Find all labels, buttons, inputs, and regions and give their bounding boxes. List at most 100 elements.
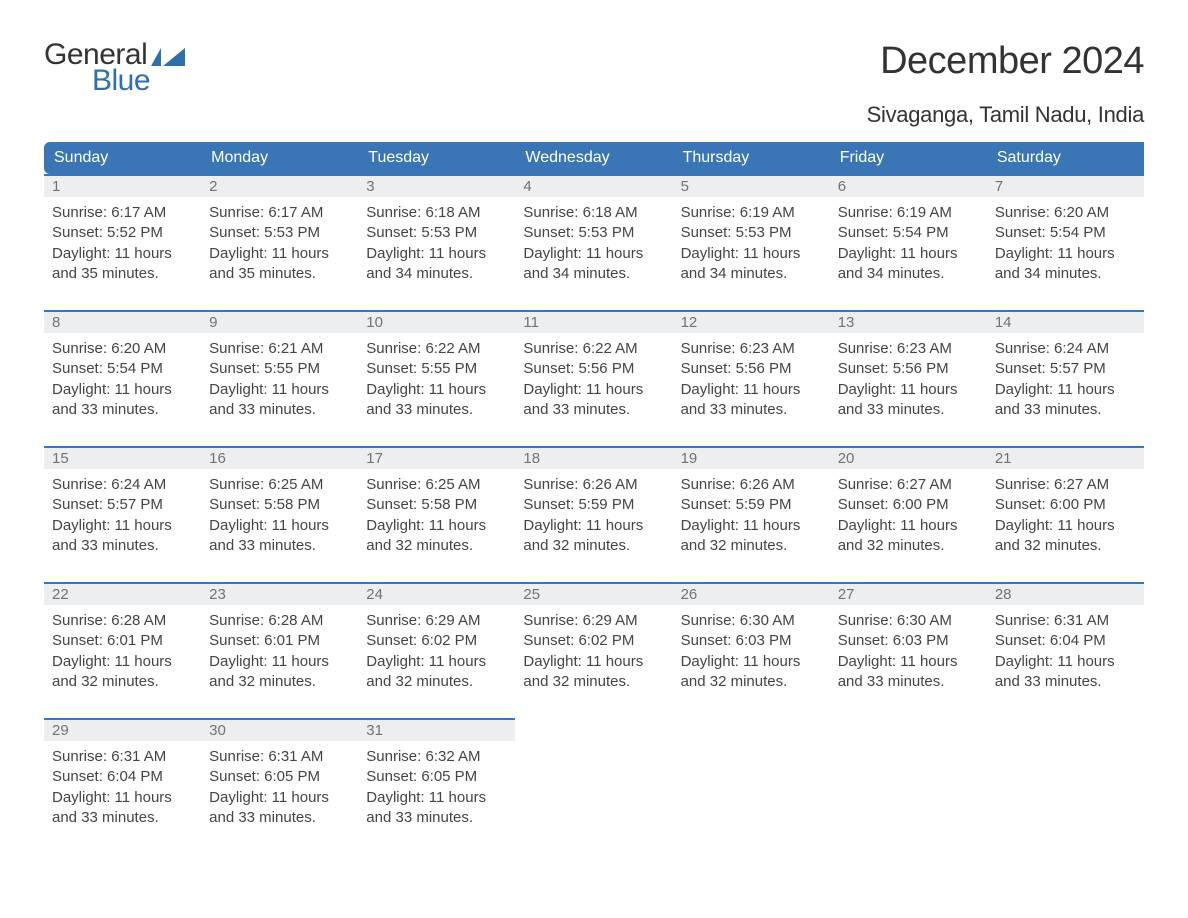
- day-header: Wednesday: [515, 142, 672, 174]
- sunrise-text: Sunrise: 6:28 AM: [209, 611, 350, 631]
- sunset-text: Sunset: 5:53 PM: [209, 223, 350, 243]
- sunset-text: Sunset: 5:57 PM: [52, 495, 193, 515]
- day-body: Sunrise: 6:24 AMSunset: 5:57 PMDaylight:…: [987, 333, 1144, 420]
- daylight-line1: Daylight: 11 hours: [523, 244, 664, 264]
- daylight-line1: Daylight: 11 hours: [52, 652, 193, 672]
- day-number: 6: [830, 174, 987, 197]
- sunrise-text: Sunrise: 6:20 AM: [52, 339, 193, 359]
- day-body: Sunrise: 6:22 AMSunset: 5:55 PMDaylight:…: [358, 333, 515, 420]
- day-number: 3: [358, 174, 515, 197]
- daylight-line1: Daylight: 11 hours: [366, 244, 507, 264]
- sunrise-text: Sunrise: 6:22 AM: [523, 339, 664, 359]
- day-cell: 22Sunrise: 6:28 AMSunset: 6:01 PMDayligh…: [44, 582, 201, 718]
- daylight-line2: and 32 minutes.: [209, 672, 350, 692]
- sunrise-text: Sunrise: 6:21 AM: [209, 339, 350, 359]
- day-body: Sunrise: 6:28 AMSunset: 6:01 PMDaylight:…: [201, 605, 358, 692]
- day-number: 11: [515, 310, 672, 333]
- day-body: Sunrise: 6:17 AMSunset: 5:53 PMDaylight:…: [201, 197, 358, 284]
- daylight-line1: Daylight: 11 hours: [838, 244, 979, 264]
- sunset-text: Sunset: 5:59 PM: [681, 495, 822, 515]
- day-cell: 3Sunrise: 6:18 AMSunset: 5:53 PMDaylight…: [358, 174, 515, 310]
- daylight-line1: Daylight: 11 hours: [995, 516, 1136, 536]
- day-body: Sunrise: 6:17 AMSunset: 5:52 PMDaylight:…: [44, 197, 201, 284]
- sunrise-text: Sunrise: 6:22 AM: [366, 339, 507, 359]
- sunset-text: Sunset: 5:54 PM: [52, 359, 193, 379]
- sunset-text: Sunset: 6:05 PM: [209, 767, 350, 787]
- day-number: 29: [44, 718, 201, 741]
- daylight-line1: Daylight: 11 hours: [366, 788, 507, 808]
- sunset-text: Sunset: 6:05 PM: [366, 767, 507, 787]
- day-body: Sunrise: 6:27 AMSunset: 6:00 PMDaylight:…: [987, 469, 1144, 556]
- daylight-line1: Daylight: 11 hours: [681, 516, 822, 536]
- logo-word2: Blue: [92, 66, 185, 96]
- day-number: 28: [987, 582, 1144, 605]
- sunrise-text: Sunrise: 6:30 AM: [681, 611, 822, 631]
- sunset-text: Sunset: 5:54 PM: [995, 223, 1136, 243]
- day-header: Monday: [201, 142, 358, 174]
- daylight-line1: Daylight: 11 hours: [52, 788, 193, 808]
- day-header: Sunday: [44, 142, 201, 174]
- day-number: 31: [358, 718, 515, 741]
- day-cell: 29Sunrise: 6:31 AMSunset: 6:04 PMDayligh…: [44, 718, 201, 854]
- day-number: 20: [830, 446, 987, 469]
- day-cell: 20Sunrise: 6:27 AMSunset: 6:00 PMDayligh…: [830, 446, 987, 582]
- daylight-line2: and 33 minutes.: [995, 672, 1136, 692]
- sunset-text: Sunset: 5:55 PM: [209, 359, 350, 379]
- day-cell: 26Sunrise: 6:30 AMSunset: 6:03 PMDayligh…: [673, 582, 830, 718]
- day-body: Sunrise: 6:20 AMSunset: 5:54 PMDaylight:…: [987, 197, 1144, 284]
- day-number: 17: [358, 446, 515, 469]
- day-number: 23: [201, 582, 358, 605]
- daylight-line2: and 33 minutes.: [209, 808, 350, 828]
- day-cell: 7Sunrise: 6:20 AMSunset: 5:54 PMDaylight…: [987, 174, 1144, 310]
- day-number: 4: [515, 174, 672, 197]
- sunset-text: Sunset: 6:00 PM: [995, 495, 1136, 515]
- day-body: Sunrise: 6:23 AMSunset: 5:56 PMDaylight:…: [830, 333, 987, 420]
- sunset-text: Sunset: 6:01 PM: [52, 631, 193, 651]
- day-body: Sunrise: 6:18 AMSunset: 5:53 PMDaylight:…: [358, 197, 515, 284]
- sunset-text: Sunset: 5:59 PM: [523, 495, 664, 515]
- sunrise-text: Sunrise: 6:32 AM: [366, 747, 507, 767]
- day-cell: 30Sunrise: 6:31 AMSunset: 6:05 PMDayligh…: [201, 718, 358, 854]
- daylight-line2: and 33 minutes.: [523, 400, 664, 420]
- day-cell: 14Sunrise: 6:24 AMSunset: 5:57 PMDayligh…: [987, 310, 1144, 446]
- day-body: Sunrise: 6:31 AMSunset: 6:05 PMDaylight:…: [201, 741, 358, 828]
- day-body: Sunrise: 6:23 AMSunset: 5:56 PMDaylight:…: [673, 333, 830, 420]
- day-body: Sunrise: 6:29 AMSunset: 6:02 PMDaylight:…: [515, 605, 672, 692]
- daylight-line1: Daylight: 11 hours: [52, 244, 193, 264]
- day-cell: 25Sunrise: 6:29 AMSunset: 6:02 PMDayligh…: [515, 582, 672, 718]
- sunset-text: Sunset: 5:58 PM: [366, 495, 507, 515]
- location-subtitle: Sivaganga, Tamil Nadu, India: [44, 102, 1144, 128]
- day-cell: 21Sunrise: 6:27 AMSunset: 6:00 PMDayligh…: [987, 446, 1144, 582]
- day-cell: 31 Sunrise: 6:32 AMSunset: 6:05 PMDayligh…: [358, 718, 515, 854]
- page-header: General Blue December 2024: [44, 40, 1144, 96]
- daylight-line2: and 32 minutes.: [995, 536, 1136, 556]
- sunrise-text: Sunrise: 6:29 AM: [366, 611, 507, 631]
- sunset-text: Sunset: 6:02 PM: [366, 631, 507, 651]
- daylight-line2: and 33 minutes.: [995, 400, 1136, 420]
- day-body: Sunrise: 6:26 AMSunset: 5:59 PMDaylight:…: [515, 469, 672, 556]
- day-cell: [987, 718, 1144, 854]
- daylight-line1: Daylight: 11 hours: [209, 652, 350, 672]
- sunset-text: Sunset: 5:56 PM: [838, 359, 979, 379]
- day-number: 8: [44, 310, 201, 333]
- day-number: 12: [673, 310, 830, 333]
- calendar-grid: SundayMondayTuesdayWednesdayThursdayFrid…: [44, 142, 1144, 854]
- day-cell: 24Sunrise: 6:29 AMSunset: 6:02 PMDayligh…: [358, 582, 515, 718]
- day-number: 22: [44, 582, 201, 605]
- day-number: 1: [44, 174, 201, 197]
- day-cell: 8Sunrise: 6:20 AMSunset: 5:54 PMDaylight…: [44, 310, 201, 446]
- sunset-text: Sunset: 5:52 PM: [52, 223, 193, 243]
- sunset-text: Sunset: 6:03 PM: [838, 631, 979, 651]
- sunset-text: Sunset: 5:57 PM: [995, 359, 1136, 379]
- daylight-line1: Daylight: 11 hours: [52, 516, 193, 536]
- daylight-line2: and 33 minutes.: [838, 400, 979, 420]
- sunset-text: Sunset: 6:00 PM: [838, 495, 979, 515]
- daylight-line2: and 32 minutes.: [523, 536, 664, 556]
- daylight-line1: Daylight: 11 hours: [366, 652, 507, 672]
- daylight-line1: Daylight: 11 hours: [838, 380, 979, 400]
- day-body: Sunrise: 6:21 AMSunset: 5:55 PMDaylight:…: [201, 333, 358, 420]
- daylight-line2: and 33 minutes.: [681, 400, 822, 420]
- day-cell: 13Sunrise: 6:23 AMSunset: 5:56 PMDayligh…: [830, 310, 987, 446]
- sunset-text: Sunset: 6:03 PM: [681, 631, 822, 651]
- sunrise-text: Sunrise: 6:24 AM: [995, 339, 1136, 359]
